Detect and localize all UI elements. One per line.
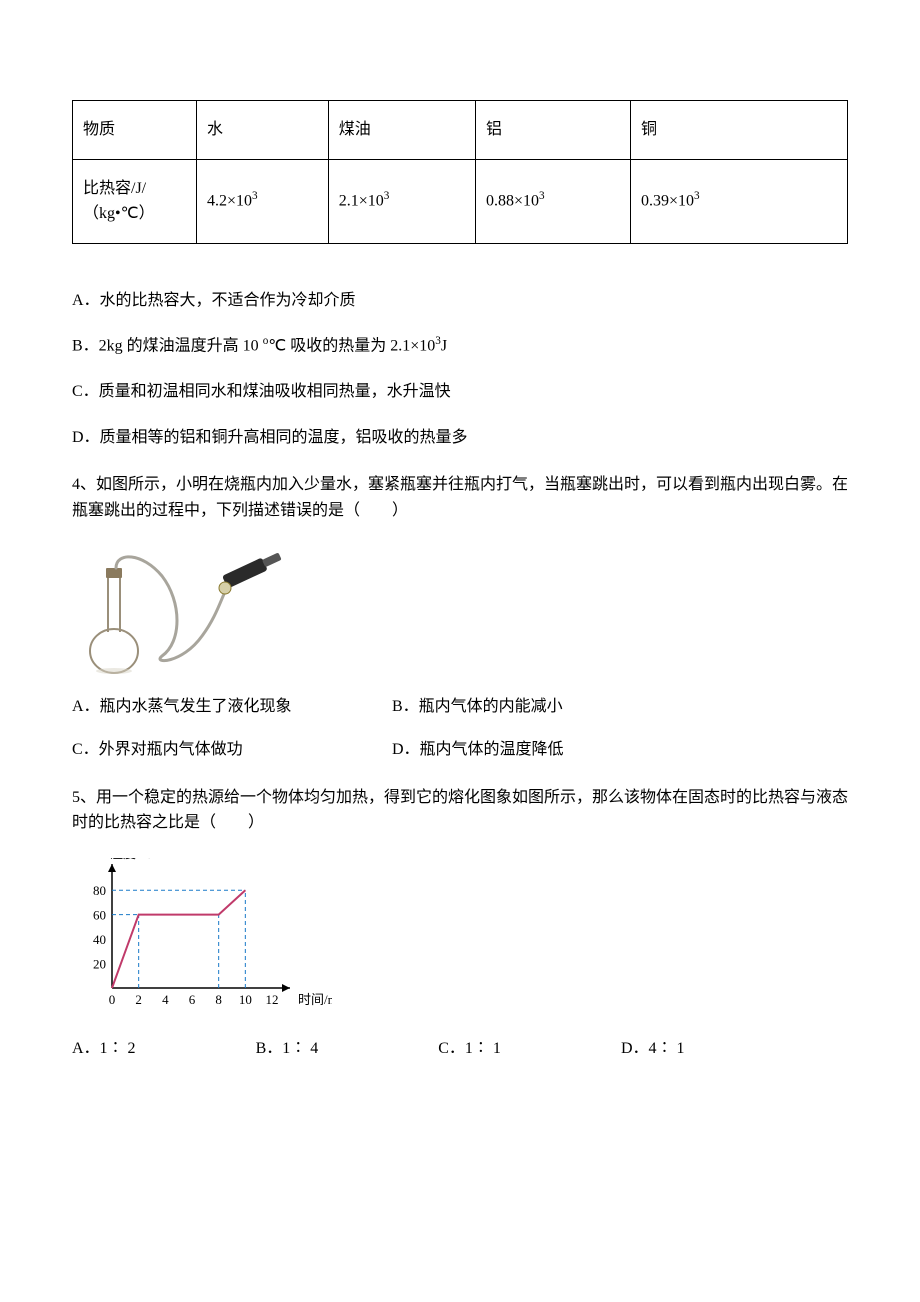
svg-text:时间/min: 时间/min — [298, 992, 332, 1007]
q4-options-row1: A．瓶内水蒸气发生了液化现象 B．瓶内气体的内能减小 — [72, 694, 848, 720]
option-c: C．1∶ 1 — [438, 1036, 501, 1062]
question-5-stem: 5、用一个稳定的热源给一个物体均匀加热，得到它的熔化图象如图所示，那么该物体在固… — [72, 785, 848, 836]
option-a: A．水的比热容大，不适合作为冷却介质 — [72, 288, 848, 314]
svg-text:4: 4 — [162, 992, 169, 1007]
svg-text:温度/℃: 温度/℃ — [110, 858, 153, 861]
q5-options: A．1∶ 2 B．1∶ 4 C．1∶ 1 D．4∶ 1 — [72, 1036, 848, 1062]
option-b: B．2kg 的煤油温度升高 10 o℃ 吸收的热量为 2.1×103J — [72, 333, 848, 359]
question-4-stem: 4、如图所示，小明在烧瓶内加入少量水，塞紧瓶塞并往瓶内打气，当瓶塞跳出时，可以看… — [72, 472, 848, 523]
cell-value: 4.2×103 — [197, 159, 329, 243]
melting-chart: 20 40 60 80 0 2 4 6 8 10 12 温度/℃ 时间/min — [72, 858, 848, 1018]
col-header: 物质 — [73, 101, 197, 160]
option-d: D．瓶内气体的温度降低 — [392, 737, 564, 763]
option-a: A．瓶内水蒸气发生了液化现象 — [72, 694, 392, 720]
cell-value: 0.39×103 — [631, 159, 848, 243]
row-label: 比热容/J/ （kg•℃） — [73, 159, 197, 243]
q4-options-row2: C．外界对瓶内气体做功 D．瓶内气体的温度降低 — [72, 737, 848, 763]
col-header: 煤油 — [328, 101, 475, 160]
option-d: D．质量相等的铝和铜升高相同的温度，铝吸收的热量多 — [72, 425, 848, 451]
flask-pump-figure — [72, 546, 848, 676]
svg-text:8: 8 — [215, 992, 222, 1007]
table-row: 比热容/J/ （kg•℃） 4.2×103 2.1×103 0.88×103 0… — [73, 159, 848, 243]
col-header: 铝 — [476, 101, 631, 160]
svg-text:2: 2 — [135, 992, 142, 1007]
svg-text:12: 12 — [266, 992, 279, 1007]
svg-text:60: 60 — [93, 908, 106, 923]
option-a: A．1∶ 2 — [72, 1036, 136, 1062]
option-b: B．1∶ 4 — [256, 1036, 319, 1062]
svg-text:40: 40 — [93, 932, 106, 947]
col-header: 水 — [197, 101, 329, 160]
svg-text:10: 10 — [239, 992, 252, 1007]
option-c: C．外界对瓶内气体做功 — [72, 737, 392, 763]
cell-value: 2.1×103 — [328, 159, 475, 243]
col-header: 铜 — [631, 101, 848, 160]
svg-text:80: 80 — [93, 883, 106, 898]
svg-text:0: 0 — [109, 992, 116, 1007]
option-c: C．质量和初温相同水和煤油吸收相同热量，水升温快 — [72, 379, 848, 405]
cell-value: 0.88×103 — [476, 159, 631, 243]
svg-text:20: 20 — [93, 957, 106, 972]
option-b: B．瓶内气体的内能减小 — [392, 694, 563, 720]
svg-text:6: 6 — [189, 992, 196, 1007]
option-d: D．4∶ 1 — [621, 1036, 685, 1062]
table-row: 物质 水 煤油 铝 铜 — [73, 101, 848, 160]
specific-heat-table: 物质 水 煤油 铝 铜 比热容/J/ （kg•℃） 4.2×103 2.1×10… — [72, 100, 848, 244]
